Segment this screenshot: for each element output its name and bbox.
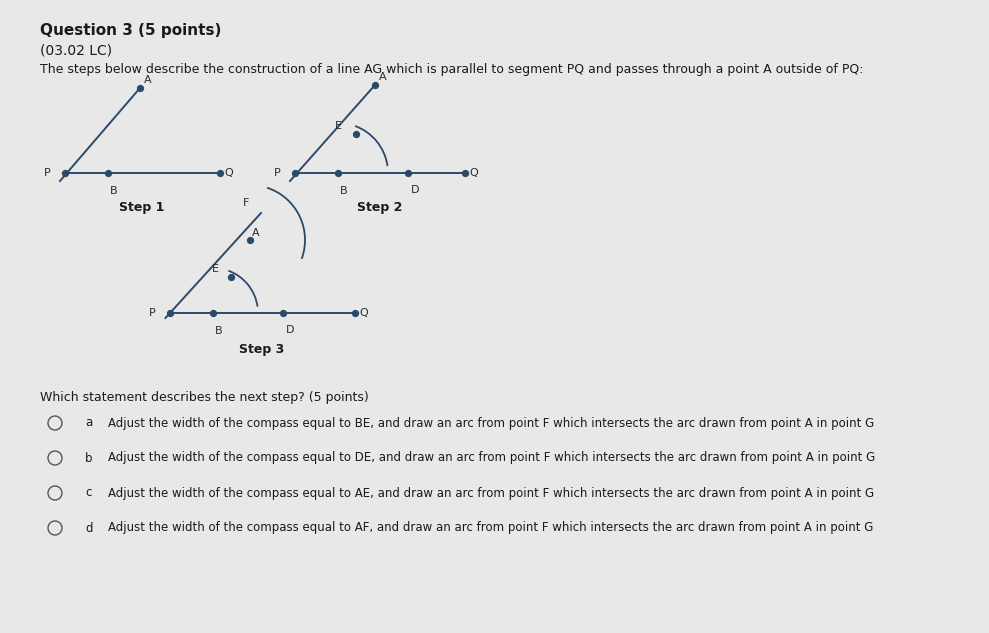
Text: E: E bbox=[212, 264, 219, 274]
Text: F: F bbox=[242, 198, 249, 208]
Text: Which statement describes the next step? (5 points): Which statement describes the next step?… bbox=[40, 391, 369, 404]
Text: (03.02 LC): (03.02 LC) bbox=[40, 43, 112, 57]
Text: D: D bbox=[286, 325, 295, 335]
Text: A: A bbox=[144, 75, 151, 85]
Point bbox=[287, 168, 303, 178]
Point bbox=[330, 168, 346, 178]
Text: P: P bbox=[274, 168, 281, 178]
Point bbox=[401, 168, 416, 178]
Text: B: B bbox=[110, 186, 118, 196]
Text: B: B bbox=[215, 326, 223, 336]
Text: Step 2: Step 2 bbox=[357, 201, 403, 214]
Text: Step 1: Step 1 bbox=[120, 201, 165, 214]
Text: Adjust the width of the compass equal to DE, and draw an arc from point F which : Adjust the width of the compass equal to… bbox=[108, 451, 875, 465]
Text: A: A bbox=[379, 72, 387, 82]
Point bbox=[457, 168, 473, 178]
Text: E: E bbox=[335, 121, 342, 131]
Text: d: d bbox=[85, 522, 93, 534]
Text: P: P bbox=[45, 168, 51, 178]
Point bbox=[224, 272, 239, 282]
Text: B: B bbox=[340, 186, 347, 196]
Text: c: c bbox=[85, 487, 91, 499]
Text: P: P bbox=[149, 308, 156, 318]
Text: a: a bbox=[85, 417, 92, 430]
Point bbox=[212, 168, 227, 178]
Text: Adjust the width of the compass equal to AF, and draw an arc from point F which : Adjust the width of the compass equal to… bbox=[108, 522, 873, 534]
Text: Adjust the width of the compass equal to AE, and draw an arc from point F which : Adjust the width of the compass equal to… bbox=[108, 487, 874, 499]
Text: D: D bbox=[411, 185, 419, 195]
Point bbox=[347, 308, 363, 318]
Text: b: b bbox=[85, 451, 93, 465]
Point bbox=[205, 308, 221, 318]
Point bbox=[133, 83, 148, 93]
Text: Question 3 (5 points): Question 3 (5 points) bbox=[40, 23, 222, 38]
Point bbox=[275, 308, 291, 318]
Text: Q: Q bbox=[359, 308, 368, 318]
Text: Q: Q bbox=[224, 168, 232, 178]
Text: Adjust the width of the compass equal to BE, and draw an arc from point F which : Adjust the width of the compass equal to… bbox=[108, 417, 874, 430]
Point bbox=[348, 129, 364, 139]
Point bbox=[242, 235, 258, 245]
Text: The steps below describe the construction of a line AG which is parallel to segm: The steps below describe the constructio… bbox=[40, 63, 863, 76]
Point bbox=[57, 168, 73, 178]
Text: A: A bbox=[252, 228, 260, 238]
Point bbox=[162, 308, 178, 318]
Text: Step 3: Step 3 bbox=[239, 343, 285, 356]
Text: Q: Q bbox=[469, 168, 478, 178]
Point bbox=[367, 80, 383, 90]
Point bbox=[100, 168, 116, 178]
